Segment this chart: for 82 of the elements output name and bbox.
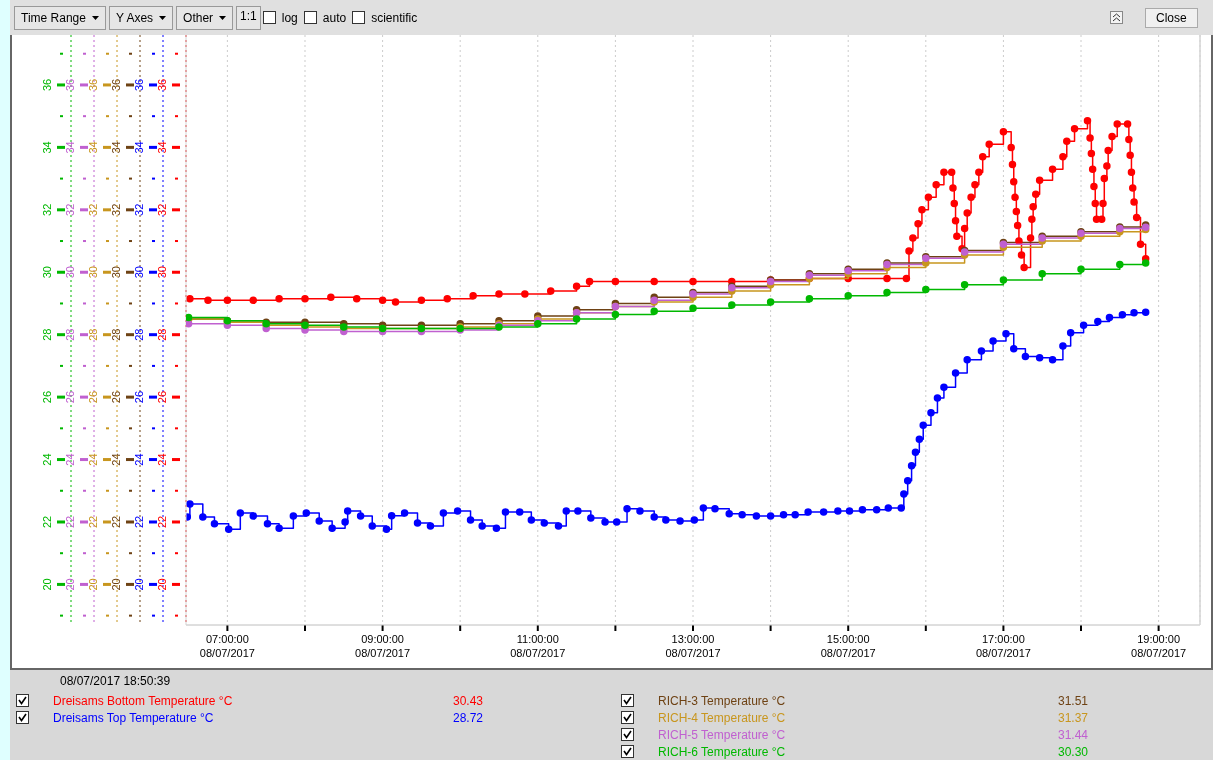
text: 31.37 [1058, 710, 1089, 725]
y3-tick-label: 28 [87, 328, 99, 341]
text: Dreisams Bottom Temperature °C [53, 693, 234, 708]
y3-tick-label: 30 [87, 266, 99, 279]
y2-tick-label: 30 [156, 266, 168, 279]
y-tick-label: 26 [133, 390, 145, 404]
text: scientific [371, 10, 418, 25]
x-tick-label: 15:00:00 08/07/2017 [820, 633, 876, 659]
y2-tick-label: 36 [156, 78, 168, 92]
y-tick-label: 32 [41, 203, 53, 216]
x-tick-label: 17:00:00 08/07/2017 [975, 633, 1031, 659]
text: Other [183, 10, 214, 25]
y3-tick-label: 26 [110, 390, 122, 404]
y2-tick-label: 22 [156, 515, 168, 529]
text: Dreisams Top Temperature °C [53, 710, 215, 725]
y2-tick-label: 20 [156, 578, 168, 591]
y2-tick-label: 24 [64, 453, 76, 466]
y-tick-label: 30 [41, 266, 53, 279]
y2-tick-label: 24 [156, 453, 168, 466]
y3-tick-label: 20 [87, 578, 99, 591]
y-tick-label: 28 [133, 328, 145, 341]
y3-tick-label: 32 [110, 203, 122, 216]
y3-tick-label: 22 [87, 515, 99, 529]
y2-tick-label: 22 [64, 515, 76, 529]
text: RICH-6 Temperature °C [658, 744, 787, 759]
text: Close [1145, 8, 1198, 28]
x-tick-label: 19:00:00 08/07/2017 [1131, 633, 1187, 659]
y3-tick-label: 32 [87, 203, 99, 216]
y2-tick-label: 20 [64, 578, 76, 591]
y3-tick-label: 24 [87, 453, 99, 466]
y2-tick-label: 32 [64, 203, 76, 216]
y-tick-label: 24 [133, 453, 145, 466]
y2-tick-label: 34 [64, 141, 76, 154]
y2-tick-label: 28 [156, 328, 168, 341]
text: RICH-4 Temperature °C [658, 710, 787, 725]
y-tick-label: 30 [133, 266, 145, 279]
text: RICH-5 Temperature °C [658, 727, 787, 742]
y-tick-label: 28 [41, 328, 53, 341]
y2-tick-label: 26 [156, 390, 168, 404]
y-tick-label: 34 [133, 141, 145, 154]
text: 28.72 [453, 710, 484, 725]
y3-tick-label: 34 [110, 141, 122, 154]
text: 30.30 [1058, 744, 1089, 759]
y-tick-label: 34 [41, 141, 53, 154]
x-tick-label: 07:00:00 08/07/2017 [199, 633, 255, 659]
y3-tick-label: 30 [110, 266, 122, 279]
y3-tick-label: 28 [110, 328, 122, 341]
text: Y Axes [115, 10, 154, 25]
y3-tick-label: 26 [87, 390, 99, 404]
y-tick-label: 24 [41, 453, 53, 466]
y2-tick-label: 26 [64, 390, 76, 404]
y3-tick-label: 36 [110, 78, 122, 92]
y2-tick-label: 34 [156, 141, 168, 154]
text: 08/07/2017 18:50:39 [60, 674, 172, 690]
text: log [281, 10, 298, 25]
y3-tick-label: 24 [110, 453, 122, 466]
text: 1:1 [236, 5, 261, 30]
y3-tick-label: 36 [87, 78, 99, 92]
y-tick-label: 36 [133, 78, 145, 92]
y3-tick-label: 22 [110, 515, 122, 529]
y-tick-label: 32 [133, 203, 145, 216]
y-tick-label: 26 [41, 390, 53, 404]
y2-tick-label: 30 [64, 266, 76, 279]
text: 31.51 [1058, 693, 1089, 708]
y-tick-label: 22 [133, 515, 145, 529]
y3-tick-label: 20 [110, 578, 122, 591]
text: RICH-3 Temperature °C [658, 693, 787, 708]
y-tick-label: 20 [41, 578, 53, 591]
y2-tick-label: 36 [64, 78, 76, 92]
x-tick-label: 13:00:00 08/07/2017 [665, 633, 721, 659]
y-tick-label: 22 [41, 515, 53, 529]
text: 31.44 [1058, 727, 1089, 742]
y2-tick-label: 32 [156, 203, 168, 216]
y-tick-label: 20 [133, 578, 145, 591]
text: 30.43 [453, 693, 484, 708]
x-tick-label: 09:00:00 08/07/2017 [355, 633, 411, 659]
x-tick-label: 11:00:00 08/07/2017 [510, 633, 566, 659]
y3-tick-label: 34 [87, 141, 99, 154]
text: auto [322, 10, 347, 25]
text: Time Range [21, 10, 86, 25]
y-tick-label: 36 [41, 78, 53, 92]
y2-tick-label: 28 [64, 328, 76, 341]
